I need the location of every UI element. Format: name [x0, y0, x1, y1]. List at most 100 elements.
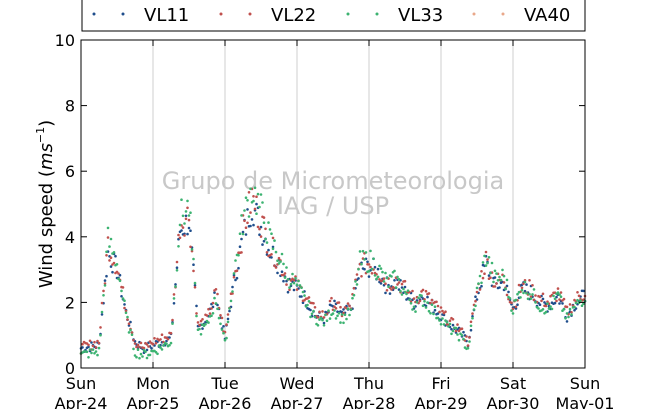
data-point	[525, 283, 528, 286]
data-point	[418, 299, 422, 303]
data-point	[283, 272, 287, 275]
data-point	[516, 303, 519, 307]
data-point	[171, 318, 174, 322]
data-point	[231, 292, 234, 295]
data-point	[301, 290, 305, 294]
data-point	[330, 296, 333, 300]
data-point	[370, 272, 374, 275]
data-point	[328, 299, 332, 303]
data-point	[423, 298, 426, 301]
data-point	[225, 336, 228, 340]
data-point	[81, 346, 84, 349]
data-point	[318, 310, 321, 314]
data-point	[216, 307, 219, 311]
data-point	[337, 311, 341, 315]
data-point	[456, 323, 459, 326]
legend: VL11 VL22 VL33 VA40	[92, 5, 570, 26]
data-point	[331, 312, 335, 315]
data-point	[102, 289, 105, 293]
legend-marker	[472, 12, 476, 16]
x-tick-date: Apr-28	[343, 394, 396, 409]
y-axis-label-close: )	[36, 120, 57, 127]
data-point	[132, 339, 135, 342]
data-point	[474, 295, 477, 299]
data-point	[252, 195, 255, 198]
data-point	[187, 226, 191, 230]
data-point	[526, 297, 530, 301]
data-point	[126, 318, 129, 321]
data-point	[222, 325, 225, 328]
data-point	[519, 296, 522, 299]
data-point	[192, 263, 195, 267]
data-point	[88, 339, 92, 343]
data-point	[547, 307, 551, 310]
data-point	[327, 309, 330, 313]
data-point	[462, 330, 465, 334]
data-point	[427, 292, 431, 295]
data-point	[142, 346, 146, 350]
data-point	[399, 289, 402, 293]
data-point	[93, 340, 96, 344]
data-point	[96, 353, 99, 357]
data-point	[139, 352, 143, 356]
data-point	[382, 277, 386, 280]
data-point	[559, 295, 563, 299]
data-point	[568, 307, 572, 311]
data-point	[496, 279, 500, 282]
data-point	[274, 266, 278, 269]
data-point	[561, 302, 564, 305]
data-point	[183, 222, 186, 225]
data-point	[393, 269, 396, 273]
data-point	[123, 299, 126, 303]
data-point	[135, 345, 138, 349]
data-point	[367, 275, 371, 278]
data-point	[403, 290, 407, 294]
data-point	[550, 307, 554, 311]
data-point	[190, 248, 194, 251]
data-point	[451, 318, 455, 321]
data-point	[186, 232, 189, 236]
data-point	[541, 308, 545, 311]
data-point	[382, 280, 386, 283]
data-point	[184, 217, 188, 221]
data-point	[193, 281, 197, 285]
data-point	[201, 327, 204, 330]
x-tick-date: Apr-24	[55, 394, 108, 409]
data-point	[517, 283, 521, 287]
data-point	[385, 289, 389, 292]
data-point	[355, 273, 359, 276]
grid	[152, 40, 514, 368]
data-point	[423, 300, 426, 303]
data-point	[132, 347, 135, 351]
data-point	[157, 344, 161, 347]
data-point	[438, 319, 441, 322]
data-point	[109, 237, 113, 241]
data-point	[460, 334, 464, 337]
data-point	[388, 292, 392, 295]
data-point	[322, 316, 326, 319]
data-point	[273, 264, 276, 268]
data-point	[112, 251, 116, 254]
data-point	[264, 237, 267, 241]
data-point	[258, 227, 261, 231]
data-point	[385, 276, 389, 280]
data-point	[162, 344, 165, 347]
data-point	[447, 325, 450, 328]
data-point	[235, 269, 239, 273]
data-point	[307, 300, 311, 303]
data-point	[177, 233, 180, 237]
y-axis-label-unit: ms	[36, 143, 57, 170]
legend-label: VL33	[398, 5, 443, 26]
data-point	[555, 295, 558, 299]
data-point	[169, 331, 173, 335]
data-point	[195, 314, 198, 318]
data-point	[555, 299, 558, 303]
data-point	[153, 337, 156, 340]
data-point	[474, 304, 477, 308]
data-point	[253, 207, 257, 211]
data-point	[192, 257, 195, 261]
data-point	[483, 272, 486, 276]
data-point	[99, 326, 102, 329]
data-point	[210, 307, 213, 310]
data-point	[226, 320, 230, 324]
